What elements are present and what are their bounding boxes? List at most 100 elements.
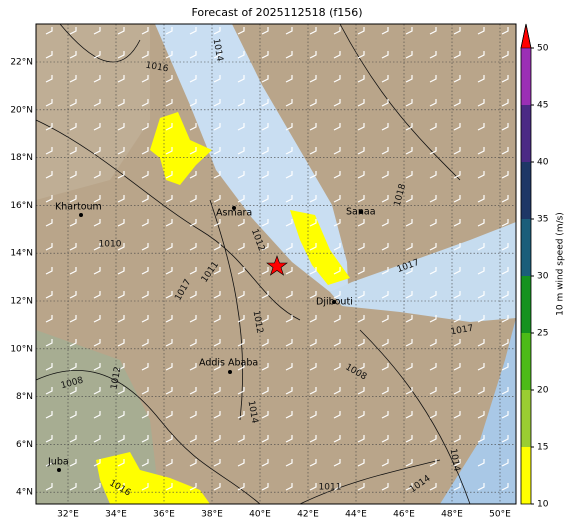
wind-barb — [261, 195, 269, 203]
wind-barb — [189, 291, 197, 299]
lon-label: 46°E — [393, 510, 415, 520]
wind-barb — [237, 315, 245, 323]
wind-barb — [453, 315, 461, 323]
wind-barb — [309, 75, 317, 83]
wind-barb — [357, 99, 365, 107]
title: Forecast of 2025112518 (f156) — [191, 6, 362, 19]
wind-barb — [381, 75, 389, 83]
wind-barb — [189, 459, 197, 467]
wind-barb — [117, 123, 125, 131]
wind-barb — [117, 315, 125, 323]
city-dot — [359, 210, 363, 214]
wind-barb — [141, 195, 149, 203]
lat-label: 20°N — [10, 105, 33, 115]
wind-barb — [213, 411, 221, 419]
wind-barb — [237, 51, 245, 59]
wind-barb — [309, 459, 317, 467]
wind-barb — [261, 99, 269, 107]
wind-barb — [453, 123, 461, 131]
wind-barb — [477, 99, 485, 107]
wind-barb — [213, 147, 221, 155]
wind-barb — [429, 315, 437, 323]
wind-barb — [93, 483, 101, 491]
wind-barb — [69, 411, 77, 419]
wind-barb — [165, 339, 173, 347]
wind-barb — [165, 99, 173, 107]
wind-barb — [141, 51, 149, 59]
wind-barb — [117, 99, 125, 107]
wind-barb — [405, 147, 413, 155]
wind-barb — [237, 435, 245, 443]
city-dot — [57, 468, 61, 472]
wind-barb — [453, 147, 461, 155]
wind-barb — [117, 171, 125, 179]
wind-barb — [453, 435, 461, 443]
lat-label: 16°N — [10, 201, 33, 211]
wind-barb — [405, 387, 413, 395]
wind-barb — [141, 435, 149, 443]
wind-barb — [165, 435, 173, 443]
wind-barb — [93, 459, 101, 467]
wind-barb — [309, 99, 317, 107]
wind-barb — [237, 99, 245, 107]
wind-barb — [381, 459, 389, 467]
wind-barb — [501, 315, 509, 323]
wind-barb — [501, 219, 509, 227]
wind-barb — [309, 363, 317, 371]
wind-barb — [93, 147, 101, 155]
wind-barb — [213, 51, 221, 59]
wind-barb — [189, 123, 197, 131]
wind-barb — [381, 339, 389, 347]
wind-barb — [309, 27, 317, 35]
wind-barb — [237, 411, 245, 419]
wind-barb — [165, 195, 173, 203]
wind-barb — [477, 363, 485, 371]
wind-barb — [453, 363, 461, 371]
wind-barb — [453, 99, 461, 107]
wind-barb — [213, 291, 221, 299]
city-name: Addis Ababa — [199, 358, 258, 369]
wind-barb — [333, 363, 341, 371]
wind-barb — [501, 459, 509, 467]
wind-barb — [237, 483, 245, 491]
wind-barb — [405, 99, 413, 107]
wind-barb — [93, 291, 101, 299]
wind-barb — [309, 315, 317, 323]
wind-barb — [285, 435, 293, 443]
wind-barb — [189, 339, 197, 347]
wind-barb — [501, 291, 509, 299]
wind-barb — [141, 411, 149, 419]
wind-barb — [501, 267, 509, 275]
isobar-label: 1010 — [99, 240, 122, 250]
wind-barb — [261, 363, 269, 371]
wind-barb — [69, 459, 77, 467]
wind-barb — [309, 435, 317, 443]
wind-barb — [261, 315, 269, 323]
wind-barb — [453, 411, 461, 419]
wind-barb — [141, 243, 149, 251]
wind-barb — [381, 219, 389, 227]
wind-barb — [189, 411, 197, 419]
wind-barb — [93, 387, 101, 395]
wind-barb — [333, 435, 341, 443]
wind-barb — [429, 51, 437, 59]
isobar-label: 1011 — [319, 483, 342, 493]
wind-barb — [405, 483, 413, 491]
wind-barb — [453, 267, 461, 275]
wind-barb — [69, 315, 77, 323]
wind-barb — [261, 171, 269, 179]
wind-barb — [141, 27, 149, 35]
wind-barb — [501, 195, 509, 203]
wind-barb — [165, 411, 173, 419]
wind-barb — [45, 243, 53, 251]
lat-label: 10°N — [10, 344, 33, 354]
wind-barb — [189, 435, 197, 443]
wind-barb — [381, 123, 389, 131]
wind-barb — [189, 99, 197, 107]
wind-barb — [45, 411, 53, 419]
colorbar-tick-label: 25 — [537, 329, 548, 339]
wind-barb — [117, 363, 125, 371]
wind-barb — [357, 51, 365, 59]
lon-label: 48°E — [441, 510, 463, 520]
wind-barb — [477, 411, 485, 419]
